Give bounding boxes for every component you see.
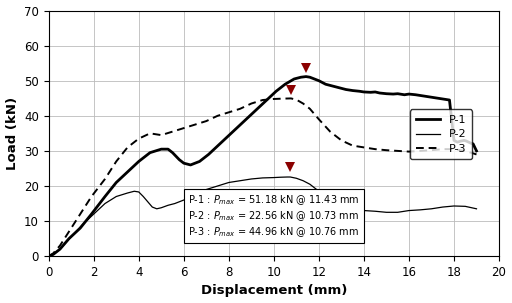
X-axis label: Displacement (mm): Displacement (mm) bbox=[201, 285, 347, 298]
Text: P-1 : $P_{max}$ = 51.18 kN @ 11.43 mm
P-2 : $P_{max}$ = 22.56 kN @ 10.73 mm
P-3 : P-1 : $P_{max}$ = 51.18 kN @ 11.43 mm P-… bbox=[188, 193, 360, 239]
Y-axis label: Load (kN): Load (kN) bbox=[6, 97, 18, 170]
Legend: P-1, P-2, P-3: P-1, P-2, P-3 bbox=[410, 109, 472, 159]
